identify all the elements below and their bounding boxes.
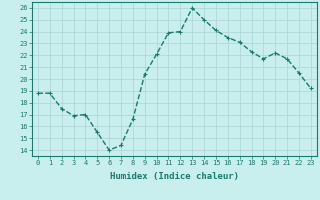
X-axis label: Humidex (Indice chaleur): Humidex (Indice chaleur): [110, 172, 239, 181]
